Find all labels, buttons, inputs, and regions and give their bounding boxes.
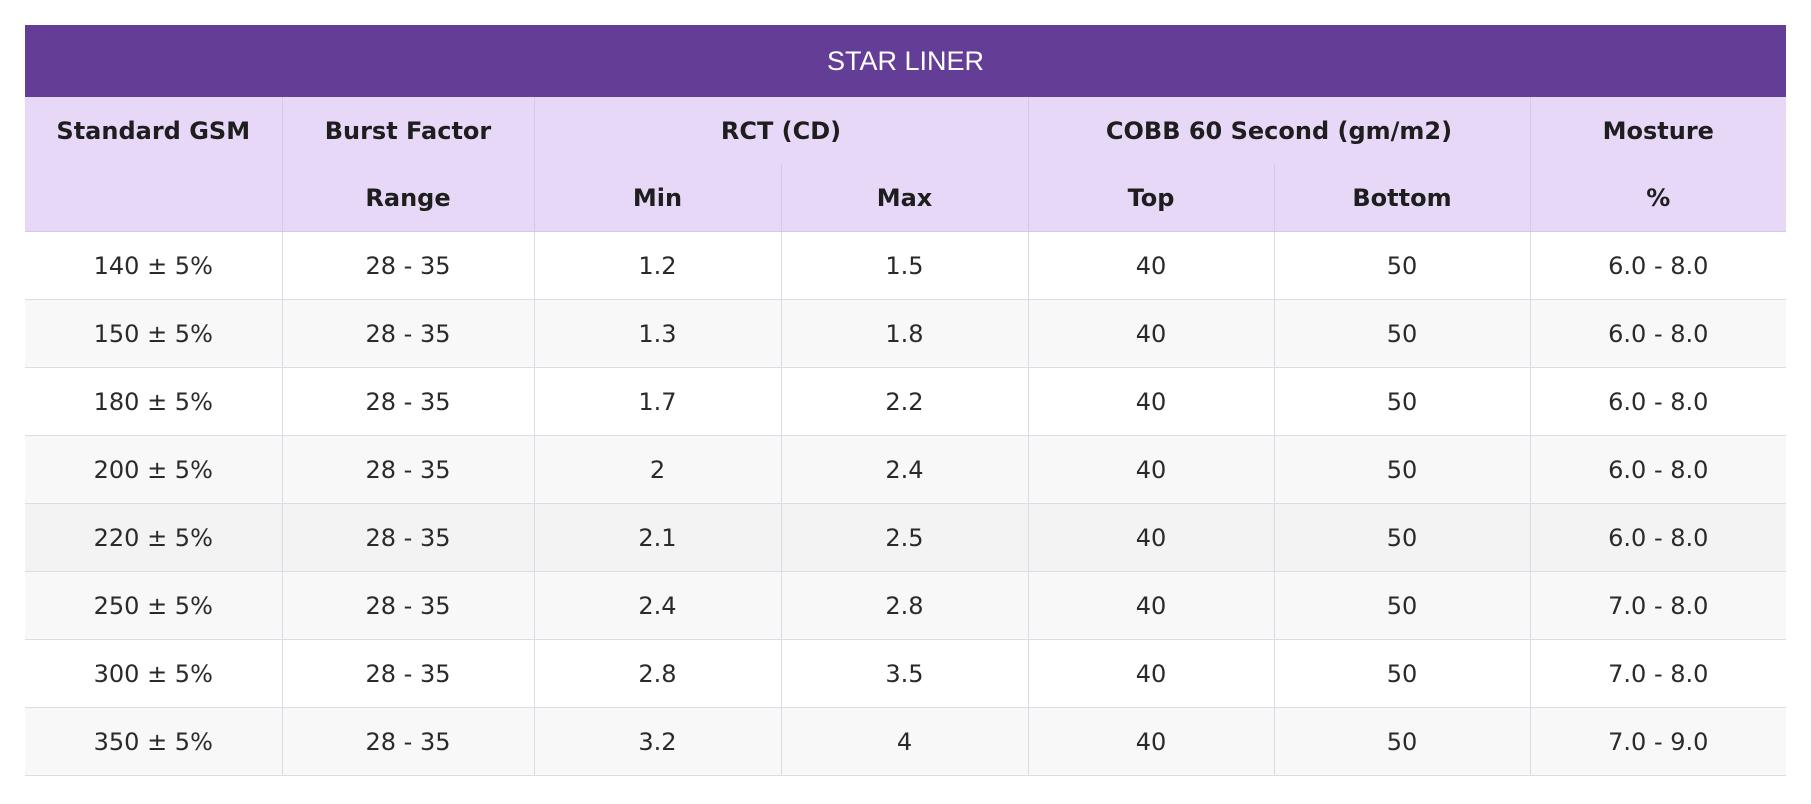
table-row: 200 ± 5% 28 - 35 2 2.4 40 50 6.0 - 8.0 <box>25 435 1787 504</box>
cell-cobb-top: 40 <box>1028 639 1275 708</box>
table-row: 140 ± 5% 28 - 35 1.2 1.5 40 50 6.0 - 8.0 <box>25 231 1787 300</box>
header-cobb: COBB 60 Second (gm/m2) <box>1028 97 1531 164</box>
table-title-row: STAR LINER <box>25 25 1787 97</box>
cell-moisture: 6.0 - 8.0 <box>1530 503 1787 572</box>
cell-moisture: 7.0 - 8.0 <box>1530 639 1787 708</box>
cell-gsm: 200 ± 5% <box>25 435 283 504</box>
header-rct-max: Max <box>781 164 1029 232</box>
header-moisture: Mosture <box>1530 97 1787 164</box>
cell-rct-min: 1.3 <box>534 299 782 368</box>
cell-rct-max: 4 <box>781 707 1029 776</box>
header-burst-factor: Burst Factor <box>282 97 535 164</box>
cell-cobb-bottom: 50 <box>1274 503 1531 572</box>
cell-rct-max: 1.8 <box>781 299 1029 368</box>
cell-cobb-top: 40 <box>1028 707 1275 776</box>
cell-moisture: 6.0 - 8.0 <box>1530 367 1787 436</box>
cell-cobb-bottom: 50 <box>1274 639 1531 708</box>
cell-burst-range: 28 - 35 <box>282 299 535 368</box>
cell-rct-max: 2.8 <box>781 571 1029 640</box>
cell-gsm: 250 ± 5% <box>25 571 283 640</box>
cell-moisture: 7.0 - 9.0 <box>1530 707 1787 776</box>
cell-burst-range: 28 - 35 <box>282 503 535 572</box>
header-standard-gsm: Standard GSM <box>25 97 283 232</box>
header-row-1: Standard GSM Burst Factor RCT (CD) COBB … <box>25 97 1787 232</box>
cell-rct-min: 1.7 <box>534 367 782 436</box>
cell-cobb-bottom: 50 <box>1274 707 1531 776</box>
cell-burst-range: 28 - 35 <box>282 367 535 436</box>
cell-rct-max: 2.2 <box>781 367 1029 436</box>
cell-moisture: 7.0 - 8.0 <box>1530 571 1787 640</box>
cell-cobb-top: 40 <box>1028 503 1275 572</box>
table-row: 180 ± 5% 28 - 35 1.7 2.2 40 50 6.0 - 8.0 <box>25 367 1787 436</box>
cell-cobb-top: 40 <box>1028 231 1275 300</box>
cell-cobb-top: 40 <box>1028 571 1275 640</box>
cell-cobb-bottom: 50 <box>1274 231 1531 300</box>
cell-moisture: 6.0 - 8.0 <box>1530 435 1787 504</box>
cell-rct-max: 2.4 <box>781 435 1029 504</box>
cell-cobb-bottom: 50 <box>1274 435 1531 504</box>
cell-rct-min: 2.1 <box>534 503 782 572</box>
star-liner-table-container: STAR LINER Standard GSM Burst Factor RCT… <box>25 25 1787 776</box>
cell-rct-min: 2 <box>534 435 782 504</box>
cell-burst-range: 28 - 35 <box>282 571 535 640</box>
table-row: 350 ± 5% 28 - 35 3.2 4 40 50 7.0 - 9.0 <box>25 707 1787 776</box>
cell-cobb-bottom: 50 <box>1274 367 1531 436</box>
cell-cobb-bottom: 50 <box>1274 299 1531 368</box>
header-moisture-percent: % <box>1530 164 1787 232</box>
cell-gsm: 300 ± 5% <box>25 639 283 708</box>
cell-cobb-bottom: 50 <box>1274 571 1531 640</box>
table-row: 220 ± 5% 28 - 35 2.1 2.5 40 50 6.0 - 8.0 <box>25 503 1787 572</box>
table-row: 150 ± 5% 28 - 35 1.3 1.8 40 50 6.0 - 8.0 <box>25 299 1787 368</box>
cell-rct-min: 2.8 <box>534 639 782 708</box>
cell-burst-range: 28 - 35 <box>282 639 535 708</box>
cell-gsm: 150 ± 5% <box>25 299 283 368</box>
cell-cobb-top: 40 <box>1028 299 1275 368</box>
table-row: 300 ± 5% 28 - 35 2.8 3.5 40 50 7.0 - 8.0 <box>25 639 1787 708</box>
cell-rct-min: 2.4 <box>534 571 782 640</box>
cell-rct-max: 1.5 <box>781 231 1029 300</box>
cell-rct-min: 1.2 <box>534 231 782 300</box>
cell-moisture: 6.0 - 8.0 <box>1530 231 1787 300</box>
cell-burst-range: 28 - 35 <box>282 231 535 300</box>
cell-gsm: 350 ± 5% <box>25 707 283 776</box>
header-cobb-bottom: Bottom <box>1274 164 1531 232</box>
header-cobb-top: Top <box>1028 164 1275 232</box>
table-title: STAR LINER <box>25 25 1787 97</box>
header-range: Range <box>282 164 535 232</box>
cell-gsm: 180 ± 5% <box>25 367 283 436</box>
cell-gsm: 220 ± 5% <box>25 503 283 572</box>
cell-rct-max: 2.5 <box>781 503 1029 572</box>
header-row-2: Range Min Max Top Bottom % <box>25 164 1787 232</box>
cell-rct-max: 3.5 <box>781 639 1029 708</box>
cell-gsm: 140 ± 5% <box>25 231 283 300</box>
cell-rct-min: 3.2 <box>534 707 782 776</box>
cell-burst-range: 28 - 35 <box>282 707 535 776</box>
header-rct-min: Min <box>534 164 782 232</box>
header-rct: RCT (CD) <box>534 97 1029 164</box>
table-row: 250 ± 5% 28 - 35 2.4 2.8 40 50 7.0 - 8.0 <box>25 571 1787 640</box>
star-liner-spec-table: STAR LINER Standard GSM Burst Factor RCT… <box>25 25 1787 776</box>
cell-burst-range: 28 - 35 <box>282 435 535 504</box>
cell-cobb-top: 40 <box>1028 367 1275 436</box>
cell-moisture: 6.0 - 8.0 <box>1530 299 1787 368</box>
cell-cobb-top: 40 <box>1028 435 1275 504</box>
